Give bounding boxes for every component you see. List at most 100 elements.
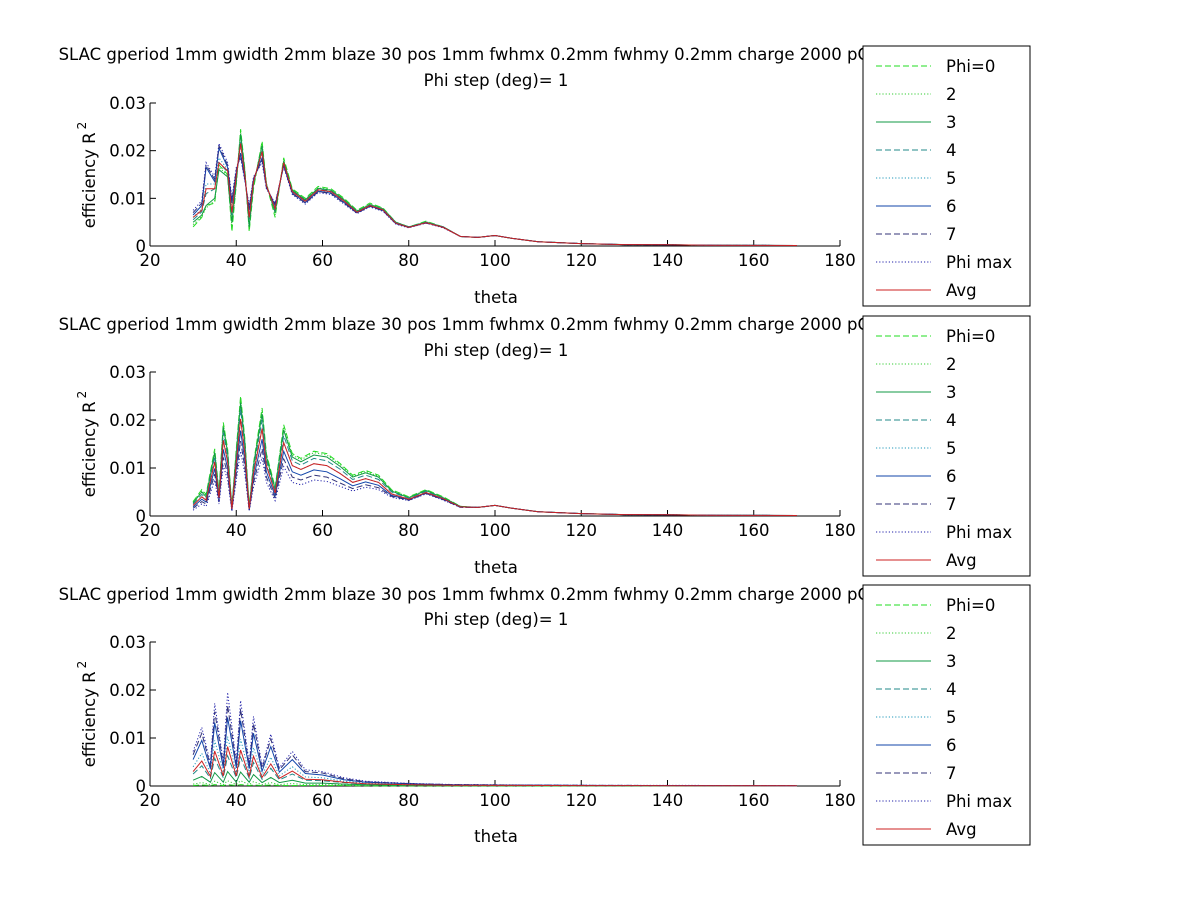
x-tick-label: 60 <box>312 521 333 540</box>
x-tick-label: 140 <box>652 251 684 270</box>
y-tick-label: 0.02 <box>109 411 146 430</box>
y-axis-label-text: efficiency R <box>80 671 99 767</box>
y-tick-label: 0.01 <box>109 189 146 208</box>
x-tick-label: 120 <box>566 791 598 810</box>
series-line-5 <box>192 736 797 787</box>
legend-label: Phi max <box>946 792 1012 811</box>
series-line-avg <box>192 143 797 246</box>
x-tick-label: 20 <box>140 251 161 270</box>
x-tick-label: 80 <box>398 791 419 810</box>
y-tick-label: 0.02 <box>109 142 146 161</box>
legend-label: 3 <box>946 113 957 132</box>
y-axis-label-superscript: 2 <box>75 122 89 130</box>
y-axis-label: efficiency R 2 <box>75 661 99 768</box>
y-axis-label: efficiency R 2 <box>75 122 99 229</box>
y-tick-label: 0 <box>136 507 147 526</box>
legend-label: 6 <box>946 736 957 755</box>
legend-label: 2 <box>946 355 957 374</box>
legend-label: 7 <box>946 764 957 783</box>
legend-label: 6 <box>946 197 957 216</box>
legend-label: 7 <box>946 225 957 244</box>
x-axis-label: theta <box>474 558 518 577</box>
y-axis-label-superscript: 2 <box>75 661 89 669</box>
y-tick-label: 0.01 <box>109 729 146 748</box>
x-tick-label: 80 <box>398 521 419 540</box>
x-tick-label: 40 <box>226 251 247 270</box>
x-tick-label: 180 <box>824 521 856 540</box>
legend-label: Phi=0 <box>946 327 995 346</box>
x-tick-label: 160 <box>738 251 770 270</box>
series-line-avg <box>192 418 797 516</box>
x-tick-label: 160 <box>738 521 770 540</box>
legend-label: Phi max <box>946 253 1012 272</box>
y-axis-label-group: efficiency R 2 <box>75 391 99 498</box>
x-tick-label: 180 <box>824 251 856 270</box>
legend-label: 4 <box>946 411 957 430</box>
legend-label: 2 <box>946 85 957 104</box>
y-tick-label: 0.01 <box>109 459 146 478</box>
x-tick-label: 80 <box>398 251 419 270</box>
chart-title: SLAC gperiod 1mm gwidth 2mm blaze 30 pos… <box>59 585 978 604</box>
x-axis-label: theta <box>474 288 518 307</box>
x-tick-label: 100 <box>479 521 511 540</box>
x-tick-label: 120 <box>566 521 598 540</box>
y-axis-label: efficiency R 2 <box>75 391 99 498</box>
legend-label: 3 <box>946 383 957 402</box>
legend-label: 5 <box>946 439 957 458</box>
legend: Phi=0 2 3 4 5 6 7 Phi max Avg <box>862 584 1031 846</box>
legend-label: 5 <box>946 169 957 188</box>
x-tick-label: 20 <box>140 521 161 540</box>
x-tick-label: 140 <box>652 791 684 810</box>
y-tick-label: 0 <box>136 777 147 796</box>
subplot-1: SLAC gperiod 1mm gwidth 2mm blaze 30 pos… <box>59 45 1031 307</box>
plot-area: 20 40 60 80 100 120 140 160 180 0 0.01 0.02 0.03 <box>109 94 856 270</box>
x-tick-label: 60 <box>312 791 333 810</box>
legend-label: 2 <box>946 624 957 643</box>
series-line-4 <box>192 409 797 516</box>
y-tick-label: 0.03 <box>109 633 146 652</box>
x-tick-label: 120 <box>566 251 598 270</box>
chart-title: SLAC gperiod 1mm gwidth 2mm blaze 30 pos… <box>59 45 978 64</box>
subplot-2: SLAC gperiod 1mm gwidth 2mm blaze 30 pos… <box>59 315 1031 577</box>
x-tick-label: 40 <box>226 521 247 540</box>
legend-box <box>862 315 1031 577</box>
legend-label: 5 <box>946 708 957 727</box>
chart-title: SLAC gperiod 1mm gwidth 2mm blaze 30 pos… <box>59 315 978 334</box>
x-tick-label: 180 <box>824 791 856 810</box>
chart-subtitle: Phi step (deg)= 1 <box>424 610 569 629</box>
x-tick-label: 100 <box>479 251 511 270</box>
x-axis-label: theta <box>474 827 518 846</box>
y-axis-label-group: efficiency R 2 <box>75 661 99 768</box>
chart-subtitle: Phi step (deg)= 1 <box>424 341 569 360</box>
legend-box <box>862 45 1031 307</box>
x-tick-label: 140 <box>652 521 684 540</box>
legend-label: Phi=0 <box>946 57 995 76</box>
plot-area: 20 40 60 80 100 120 140 160 180 0 0.01 0.02 0.03 <box>109 633 856 810</box>
legend: Phi=0 2 3 4 5 6 7 Phi max Avg <box>862 315 1031 577</box>
y-tick-label: 0.02 <box>109 681 146 700</box>
legend-label: Avg <box>946 820 977 839</box>
legend-label: 6 <box>946 467 957 486</box>
y-axis-label-group: efficiency R 2 <box>75 122 99 229</box>
y-tick-label: 0.03 <box>109 363 146 382</box>
x-tick-label: 40 <box>226 791 247 810</box>
legend-box <box>862 584 1031 846</box>
legend-label: 3 <box>946 652 957 671</box>
plot-area: 20 40 60 80 100 120 140 160 180 0 0.01 0.02 0.03 <box>109 363 856 540</box>
legend: Phi=0 2 3 4 5 6 7 Phi max Avg <box>862 45 1031 307</box>
y-axis-label-superscript: 2 <box>75 391 89 399</box>
y-axis-label-text: efficiency R <box>80 132 99 228</box>
subplot-3: SLAC gperiod 1mm gwidth 2mm blaze 30 pos… <box>59 584 1031 846</box>
legend-label: Avg <box>946 281 977 300</box>
x-tick-label: 160 <box>738 791 770 810</box>
legend-label: Avg <box>946 551 977 570</box>
legend-label: Phi max <box>946 523 1012 542</box>
x-tick-label: 60 <box>312 251 333 270</box>
chart-subtitle: Phi step (deg)= 1 <box>424 71 569 90</box>
legend-label: 7 <box>946 495 957 514</box>
y-tick-label: 0.03 <box>109 94 146 113</box>
x-tick-label: 20 <box>140 791 161 810</box>
y-axis-label-text: efficiency R <box>80 401 99 497</box>
y-tick-label: 0 <box>136 237 147 256</box>
